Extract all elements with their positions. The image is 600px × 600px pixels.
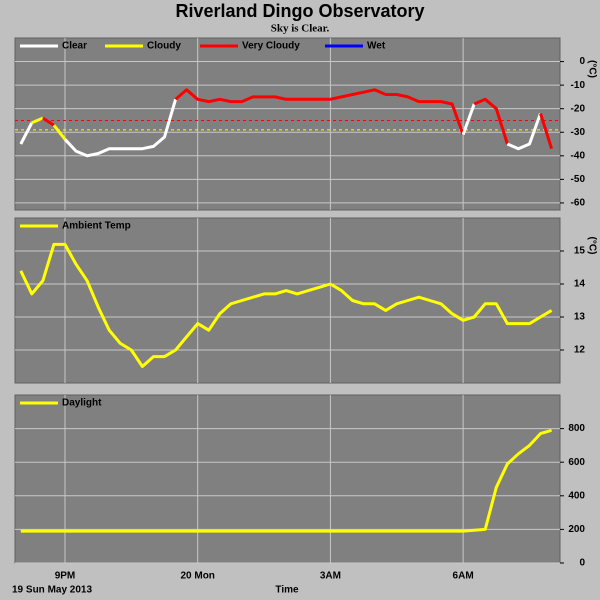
y-tick-label: 15 [574,246,586,257]
sky-line [473,97,509,145]
x-tick-label: 3AM [320,571,341,582]
y-tick-label: 0 [579,56,585,67]
sky-line [19,122,34,145]
legend-label: Clear [62,41,87,52]
x-axis-label: Time [275,585,299,596]
legend-label: Very Cloudy [242,41,300,52]
y-tick-label: 13 [574,312,586,323]
chart-subtitle: Sky is Clear. [271,23,330,35]
date-label: 19 Sun May 2013 [12,585,92,596]
sky-line [506,112,542,151]
sky-line [31,116,44,125]
y-tick-label: -20 [571,103,586,114]
y-tick-label: 800 [568,423,585,434]
y-tick-label: -30 [571,127,586,138]
y-tick-label: -10 [571,80,586,91]
chart-title: Riverland Dingo Observatory [175,1,424,21]
y-tick-label: -50 [571,174,586,185]
sky-line [539,112,554,150]
y-axis-label: (°C) [586,60,597,78]
legend-label: Ambient Temp [62,221,131,232]
y-tick-label: 14 [574,279,586,290]
y-tick-label: 200 [568,524,585,535]
sky-line [461,103,476,136]
panel [14,37,561,211]
legend-label: Daylight [62,398,102,409]
y-axis-label: (°C) [586,237,597,255]
sky-line [174,88,465,136]
panel [14,394,561,564]
y-tick-label: -40 [571,150,586,161]
panel [14,217,561,384]
y-tick-label: -60 [571,198,586,209]
sky-line [63,98,178,158]
legend-label: Cloudy [147,41,181,52]
y-tick-label: 0 [579,558,585,569]
x-tick-label: 6AM [453,571,474,582]
x-tick-label: 9PM [55,571,76,582]
x-tick-label: 20 Mon [180,571,214,582]
series-line [19,242,553,368]
legend-label: Wet [367,41,386,52]
y-tick-label: 12 [574,345,586,356]
sky-line [42,116,55,127]
series-line [20,428,553,533]
sky-line [52,124,67,141]
y-tick-label: 600 [568,457,585,468]
y-tick-label: 400 [568,490,585,501]
